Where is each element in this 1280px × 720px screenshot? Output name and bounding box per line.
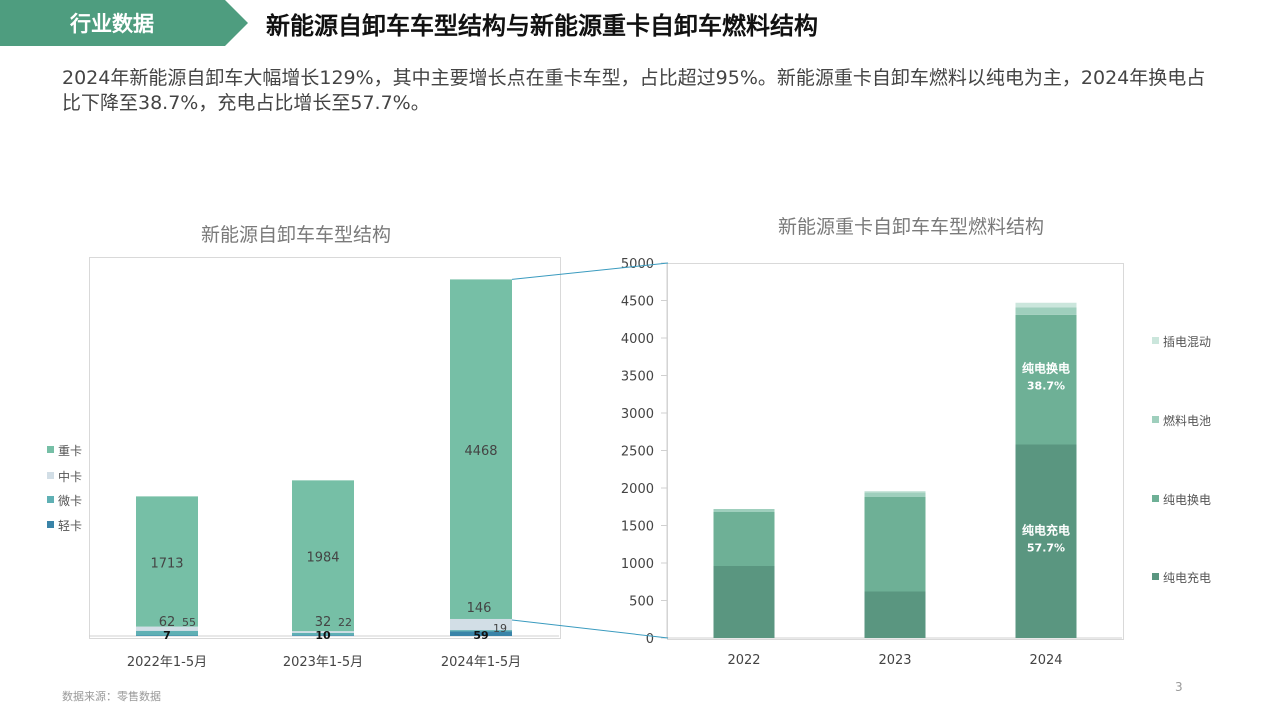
plot-area-left: [89, 257, 561, 639]
y-tick-4500: 4500: [621, 295, 654, 310]
bar-2023-1-5--轻卡: [292, 635, 354, 636]
legend-swatch-中卡: [47, 472, 54, 479]
y-tick-1500: 1500: [621, 520, 654, 535]
data-label-light-2022-1-5-: 7: [163, 629, 171, 642]
bar-2022-纯电换电: [713, 512, 775, 566]
bar-2024-1-5--轻卡: [450, 631, 512, 636]
page-title: 新能源自卸车车型结构与新能源重卡自卸车燃料结构: [266, 12, 818, 40]
y-tick-3000: 3000: [621, 407, 654, 422]
legend-label-插电混动: 插电混动: [1163, 335, 1211, 349]
legend-label-纯电充电: 纯电充电: [1163, 570, 1211, 585]
x-tick-left-2023-1-5-: 2023年1-5月: [283, 655, 363, 670]
legend-swatch-微卡: [47, 496, 54, 503]
annotation-纯电换电-percent: 38.7%: [1027, 380, 1065, 393]
legend-label-燃料电池: 燃料电池: [1163, 413, 1211, 428]
bar-2024-纯电充电: [1015, 444, 1077, 638]
bar-2022-纯电充电: [713, 566, 775, 638]
y-tick-1000: 1000: [621, 557, 654, 572]
zoom-connector-bottom: [511, 619, 669, 639]
legend-swatch-纯电换电: [1152, 495, 1159, 502]
summary-text: 2024年新能源自卸车大幅增长129%，其中主要增长点在重卡车型，占比超过95%…: [62, 67, 1206, 114]
bar-2023-纯电充电: [864, 591, 926, 638]
data-label-heavy-2023-1-5-: 1984: [306, 551, 339, 566]
x-tick-right-2023: 2023: [878, 653, 911, 668]
section-tag-banner: [0, 0, 248, 46]
data-label-micro-2022-1-5-: 62: [159, 615, 176, 630]
annotation-纯电换电-label: 纯电换电: [1022, 361, 1070, 376]
legend-swatch-燃料电池: [1152, 416, 1159, 423]
x-tick-right-2024: 2024: [1029, 653, 1062, 668]
data-label-micro-2023-1-5-: 32: [315, 615, 332, 630]
data-label-heavy-2024-1-5-: 4468: [464, 444, 497, 459]
bar-2022-燃料电池: [713, 509, 775, 512]
annotation-纯电充电-percent: 57.7%: [1027, 541, 1065, 554]
chart-title-fuel-structure: 新能源重卡自卸车车型燃料结构: [778, 216, 1045, 238]
y-tick-3500: 3500: [621, 370, 654, 385]
bar-2022-1-5--轻卡: [136, 635, 198, 636]
legend-label-重卡: 重卡: [58, 444, 82, 458]
data-label-light-2023-1-5-: 10: [315, 629, 331, 642]
x-tick-right-2022: 2022: [727, 653, 760, 668]
data-label-medium-2022-1-5-: 55: [182, 616, 196, 629]
legend-label-微卡: 微卡: [58, 494, 82, 508]
y-tick-5000: 5000: [621, 257, 654, 272]
bar-2024-1-5--重卡: [450, 279, 512, 619]
data-label-micro-2024-1-5-: 19: [493, 622, 507, 635]
zoom-connector-top: [511, 262, 669, 280]
bar-2023-1-5--微卡: [292, 632, 354, 636]
bar-2024-1-5--微卡: [450, 630, 512, 632]
bar-2023-燃料电池: [864, 492, 926, 497]
annotation-纯电充电-label: 纯电充电: [1022, 522, 1070, 537]
legend-label-中卡: 中卡: [58, 469, 82, 484]
chart-title-vehicle-structure: 新能源自卸车车型结构: [201, 224, 392, 246]
bar-2023-1-5--重卡: [292, 480, 354, 632]
data-label-medium-2024-1-5-: 146: [467, 601, 492, 616]
y-tick-4000: 4000: [621, 332, 654, 347]
x-tick-left-2022-1-5-: 2022年1-5月: [127, 655, 207, 670]
bar-2024-纯电换电: [1015, 314, 1077, 445]
y-tick-2500: 2500: [621, 445, 654, 460]
legend-swatch-纯电充电: [1152, 573, 1159, 580]
legend-swatch-插电混动: [1152, 337, 1159, 344]
bar-2024-1-5--中卡: [450, 618, 512, 631]
data-label-light-2024-1-5-: 59: [473, 629, 488, 642]
bar-2023-1-5--中卡: [292, 631, 354, 633]
legend-swatch-轻卡: [47, 521, 54, 528]
bar-2023-纯电换电: [864, 497, 926, 592]
page-number: 3: [1175, 680, 1183, 694]
y-tick-2000: 2000: [621, 482, 654, 497]
legend-label-纯电换电: 纯电换电: [1163, 493, 1211, 507]
x-tick-left-2024-1-5-: 2024年1-5月: [441, 655, 521, 670]
bar-2023-插电混动: [864, 491, 926, 493]
bar-2024-插电混动: [1015, 302, 1077, 308]
data-source-note: 数据来源：零售数据: [62, 690, 161, 703]
data-label-heavy-2022-1-5-: 1713: [150, 556, 183, 571]
legend-label-轻卡: 轻卡: [58, 519, 82, 533]
y-tick-0: 0: [646, 632, 654, 647]
data-label-medium-2023-1-5-: 22: [338, 616, 352, 629]
bar-2024-燃料电池: [1015, 307, 1077, 315]
y-tick-500: 500: [629, 595, 654, 610]
bar-2022-1-5--中卡: [136, 626, 198, 631]
legend-swatch-重卡: [47, 446, 54, 453]
section-tag: 行业数据: [70, 12, 154, 36]
bar-2022-1-5--微卡: [136, 630, 198, 636]
bar-2022-1-5--重卡: [136, 496, 198, 627]
